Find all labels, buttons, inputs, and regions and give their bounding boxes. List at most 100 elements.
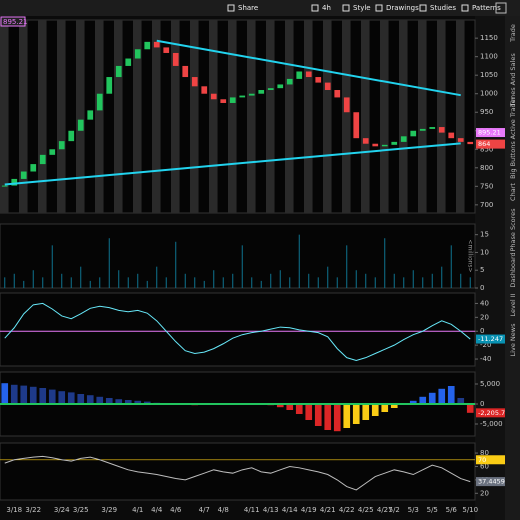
value-marker-label: 37.4459 — [478, 478, 505, 486]
side-tab[interactable]: Active Trader — [509, 96, 517, 139]
side-tab[interactable]: Phase Scores — [509, 208, 517, 252]
candle — [438, 127, 445, 133]
hist-bar — [10, 384, 18, 404]
volume-bar — [203, 280, 205, 288]
axis-strip — [475, 16, 505, 520]
side-tab[interactable]: Trade — [509, 24, 517, 43]
y-tick-label: 950 — [480, 108, 493, 116]
side-tab[interactable]: Dashboard — [509, 252, 517, 287]
volume-bar — [431, 273, 433, 288]
toolbar-icon[interactable] — [461, 4, 469, 12]
candle — [172, 52, 179, 66]
candle — [153, 41, 160, 48]
toolbar-icon[interactable] — [375, 4, 383, 12]
x-tick-label: 5/2 — [389, 506, 400, 514]
toolbar-button[interactable]: Style — [353, 4, 371, 12]
y-tick-label: 750 — [480, 182, 493, 190]
toolbar-button[interactable]: Patterns — [472, 4, 501, 12]
session-stripe — [399, 20, 408, 213]
candle — [400, 136, 407, 142]
hist-bar — [124, 400, 132, 404]
toolbar-icon[interactable] — [311, 4, 319, 12]
session-stripe — [266, 20, 275, 213]
x-tick-label: 4/14 — [282, 506, 298, 514]
volume-bar — [165, 277, 167, 288]
volume-bar — [460, 273, 462, 288]
y-tick-label: -40 — [480, 355, 491, 363]
maximize-icon[interactable] — [495, 2, 507, 14]
x-tick-label: 3/29 — [101, 506, 117, 514]
volume-bar — [346, 245, 348, 288]
volume-bar — [393, 273, 395, 288]
toolbar-icon[interactable] — [227, 4, 235, 12]
x-tick-label: 4/11 — [244, 506, 260, 514]
hist-bar — [324, 404, 332, 430]
candle — [305, 71, 312, 78]
toolbar-icon[interactable] — [419, 4, 427, 12]
y-tick-label: 5 — [480, 266, 484, 274]
candle — [125, 58, 132, 66]
hist-bar — [390, 404, 398, 408]
value-marker-label: 895.21 — [478, 129, 501, 137]
value-marker-label: -2,205.7 — [478, 409, 505, 417]
volume-bar — [99, 277, 101, 288]
hist-bar — [409, 400, 417, 404]
y-tick-label: 10 — [480, 248, 489, 256]
x-tick-label: 3/24 — [54, 506, 70, 514]
value-marker-label: -11.247 — [478, 335, 503, 343]
candle — [315, 77, 322, 83]
volume-bar — [289, 277, 291, 288]
candle — [324, 82, 331, 91]
candle — [68, 130, 75, 142]
price-badge: 895.21 — [3, 18, 28, 26]
candle — [1, 185, 8, 187]
volume-bar — [80, 266, 82, 288]
side-strip — [505, 16, 520, 520]
value-marker — [476, 408, 505, 418]
volume-bar — [51, 245, 53, 288]
session-stripe — [76, 20, 85, 213]
price-badge-bg — [0, 16, 26, 27]
candle — [296, 71, 303, 79]
candle — [448, 132, 455, 139]
y-tick-label: 80 — [480, 449, 489, 457]
side-tab[interactable]: Times And Sales — [509, 53, 517, 108]
candle — [343, 97, 350, 113]
toolbar-button[interactable]: 4h — [322, 4, 331, 12]
toolbar-button[interactable]: Studies — [430, 4, 456, 12]
hist-bar — [343, 404, 351, 428]
volume-bar — [336, 277, 338, 288]
toolbar-button[interactable]: Share — [238, 4, 258, 12]
side-tab[interactable]: Chart — [509, 183, 517, 201]
candle — [248, 93, 255, 96]
volume-bar — [241, 245, 243, 288]
side-tab[interactable]: Live News — [509, 323, 517, 357]
volume-bar — [403, 277, 405, 288]
volume-bar — [317, 277, 319, 288]
session-stripe — [57, 20, 66, 213]
value-marker — [476, 128, 505, 138]
candle — [210, 93, 217, 100]
toolbar-bg — [0, 0, 520, 16]
volume-bar — [298, 234, 300, 288]
side-tab[interactable]: Level II — [509, 293, 517, 316]
y-tick-label: 1150 — [480, 34, 498, 42]
y-tick-label: 60 — [480, 462, 489, 470]
y-tick-label: -20 — [480, 341, 491, 349]
volume-bar — [213, 270, 215, 288]
volume-bar — [194, 277, 196, 288]
session-stripe — [228, 20, 237, 213]
volume-bar — [450, 245, 452, 288]
y-tick-label: 700 — [480, 201, 493, 209]
hist-bar — [381, 404, 389, 412]
toolbar-button[interactable]: Drawings — [386, 4, 419, 12]
side-tab[interactable]: Big Buttons — [509, 141, 517, 179]
session-stripe — [95, 20, 104, 213]
value-marker-label: 70 — [478, 456, 486, 464]
volume-bar — [70, 277, 72, 288]
candle — [77, 119, 84, 131]
volume-bar — [222, 277, 224, 288]
hist-bar — [67, 392, 75, 404]
toolbar-icon[interactable] — [342, 4, 350, 12]
volume-bar — [13, 273, 15, 288]
